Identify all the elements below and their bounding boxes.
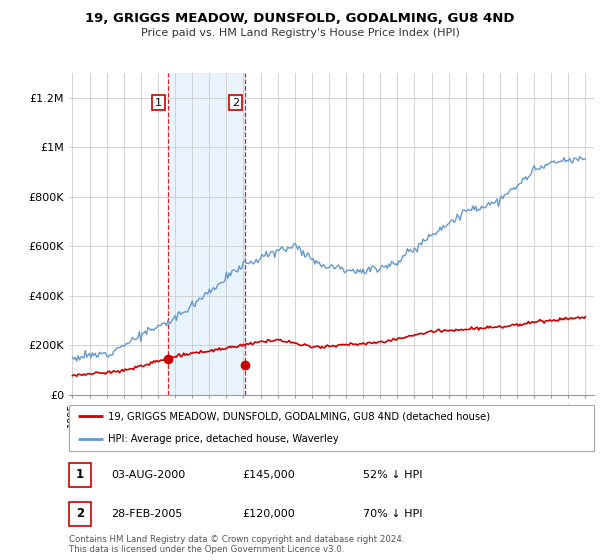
Text: 19, GRIGGS MEADOW, DUNSFOLD, GODALMING, GU8 4ND: 19, GRIGGS MEADOW, DUNSFOLD, GODALMING, … [85,12,515,25]
FancyBboxPatch shape [69,405,594,451]
Text: 19, GRIGGS MEADOW, DUNSFOLD, GODALMING, GU8 4ND (detached house): 19, GRIGGS MEADOW, DUNSFOLD, GODALMING, … [109,412,491,421]
Text: £145,000: £145,000 [242,470,295,479]
Text: 1: 1 [155,97,162,108]
Text: 2: 2 [232,97,239,108]
Text: 52% ↓ HPI: 52% ↓ HPI [363,470,422,479]
Text: 70% ↓ HPI: 70% ↓ HPI [363,509,422,519]
Bar [168,73,245,395]
Text: 1: 1 [76,468,84,481]
Text: 03-AUG-2000: 03-AUG-2000 [111,470,185,479]
Text: 2: 2 [76,507,84,520]
Text: Price paid vs. HM Land Registry's House Price Index (HPI): Price paid vs. HM Land Registry's House … [140,28,460,38]
Text: 28-FEB-2005: 28-FEB-2005 [111,509,182,519]
FancyBboxPatch shape [69,463,91,487]
Text: HPI: Average price, detached house, Waverley: HPI: Average price, detached house, Wave… [109,435,339,444]
Text: £120,000: £120,000 [242,509,295,519]
Text: Contains HM Land Registry data © Crown copyright and database right 2024.
This d: Contains HM Land Registry data © Crown c… [69,535,404,554]
FancyBboxPatch shape [69,502,91,526]
